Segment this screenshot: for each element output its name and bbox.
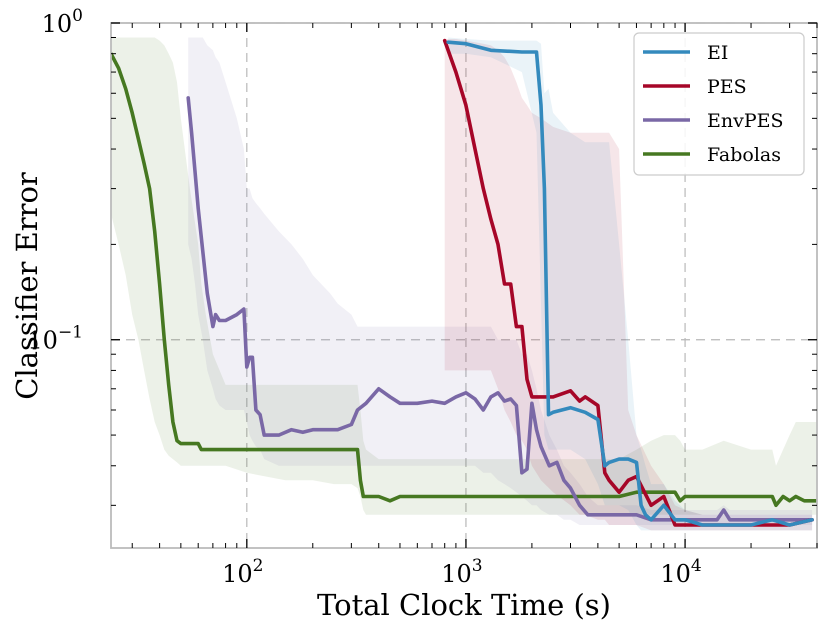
line-pes [442,38,814,527]
axis-ticks [111,22,818,548]
line-fabolas [111,51,817,508]
band-envpes [188,37,813,525]
legend-label-envpes: EnvPES [707,110,784,132]
legend-box [633,32,805,176]
x-tick-exponent-0: 2 [253,556,264,576]
confidence-bands [111,37,817,531]
y-tick-exponent-0: 0 [72,6,83,26]
x-tick-exponent-1: 3 [472,556,483,576]
y-tick-exponent-1: −1 [58,323,83,343]
x-axis-title: Total Clock Time (s) [317,588,611,622]
legend-label-fabolas: Fabolas [707,144,781,166]
x-tick-exponent-2: 4 [691,556,702,576]
line-ei [446,40,814,527]
band-ei [448,37,813,531]
series-lines [111,38,817,527]
line-envpes [186,96,814,522]
legend-label-pes: PES [707,76,747,98]
band-fabolas [111,37,817,515]
y-axis-title: Classifier Error [10,172,44,400]
plot-frame [110,22,818,549]
legend: EI PES EnvPES Fabolas [633,32,805,176]
band-pes [444,39,813,531]
legend-label-ei: EI [707,42,728,64]
